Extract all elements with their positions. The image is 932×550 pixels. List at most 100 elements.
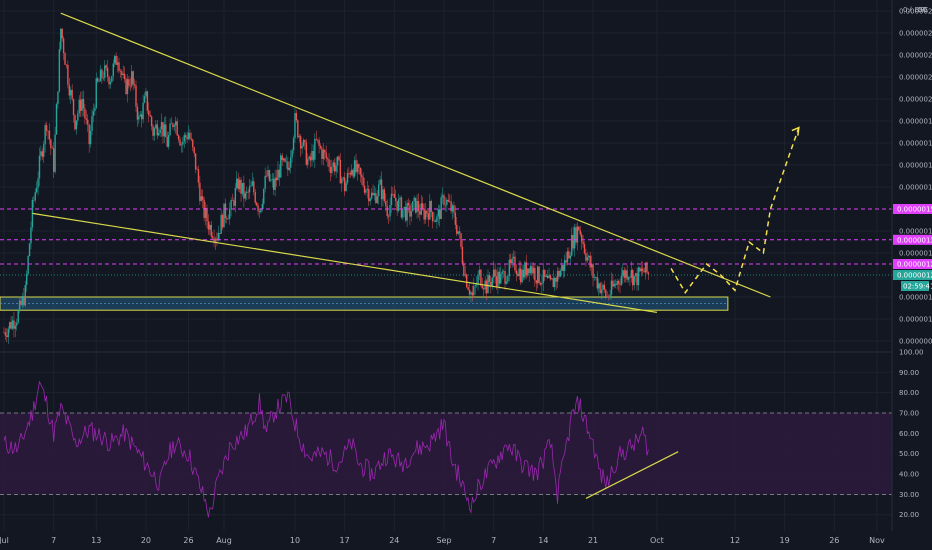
candle-body xyxy=(607,296,610,298)
candle-body xyxy=(630,269,633,278)
candle-body xyxy=(539,282,542,285)
price-tick-label: 0.00000220 xyxy=(899,52,932,60)
candle-body xyxy=(10,322,12,329)
candle-body xyxy=(508,259,510,277)
candle-body xyxy=(538,266,540,283)
candle-body xyxy=(153,128,156,136)
candle-body xyxy=(352,169,354,177)
candle-body xyxy=(248,186,251,193)
candle-body xyxy=(456,224,458,234)
trendlines xyxy=(32,12,771,313)
candle-body xyxy=(359,167,361,175)
candle-body xyxy=(589,255,591,268)
candle-body xyxy=(396,200,398,211)
candle-body xyxy=(429,200,431,220)
candle-body xyxy=(251,181,254,186)
candle-body xyxy=(430,200,432,212)
candle-body xyxy=(290,157,292,168)
candle-body xyxy=(131,71,133,86)
candle-body xyxy=(612,280,614,287)
candle-body xyxy=(240,179,242,194)
candle-body xyxy=(423,208,425,220)
time-tick-label: 7 xyxy=(491,536,496,545)
candle-body xyxy=(424,210,427,220)
candle-body xyxy=(494,269,496,277)
price-trendline xyxy=(60,12,771,298)
scale-label: 0.( BTC xyxy=(903,6,928,14)
candle-body xyxy=(55,103,58,135)
candle-body xyxy=(84,108,86,119)
candle-body xyxy=(268,170,271,181)
candle-body xyxy=(378,184,380,197)
candle-body xyxy=(281,155,283,161)
candle-body xyxy=(471,292,474,296)
candle-body xyxy=(495,276,498,287)
candle-body xyxy=(88,124,90,145)
candle-body xyxy=(280,155,282,178)
price-axis[interactable]: 0.00000240 0.00000230 0.00000220 0.00000210… xyxy=(899,8,932,520)
candle-body xyxy=(487,275,489,294)
candle-body xyxy=(644,262,647,273)
candle-body xyxy=(6,335,8,338)
candle-body xyxy=(189,132,191,139)
candle-body xyxy=(572,234,574,249)
price-candles xyxy=(3,28,650,344)
candle-body xyxy=(343,177,346,192)
time-tick-label: 14 xyxy=(538,536,548,545)
scale-header: 0.( BTC 50 xyxy=(903,6,928,14)
candle-body xyxy=(549,275,552,280)
candle-body xyxy=(292,138,295,151)
candle-body xyxy=(592,264,594,278)
candle-body xyxy=(633,275,635,286)
candle-body xyxy=(206,208,208,222)
candle-body xyxy=(390,193,393,206)
candle-body xyxy=(295,113,298,121)
time-axis[interactable]: Jul 7 13 20 26 Aug 10 17 24 Sep 7 14 21 Oct 12 19 26 Nov xyxy=(0,536,885,545)
candle-body xyxy=(329,166,332,173)
candle-body xyxy=(446,199,448,205)
candle-body xyxy=(458,231,461,234)
candle-body xyxy=(525,262,528,276)
candle-body xyxy=(448,201,451,202)
time-tick-label: 24 xyxy=(389,536,399,545)
candle-body xyxy=(439,209,441,220)
candle-body xyxy=(598,283,600,289)
candle-body xyxy=(108,76,110,85)
support-zone xyxy=(0,296,729,311)
candle-body xyxy=(544,269,546,277)
candle-body xyxy=(11,320,14,329)
candle-body xyxy=(478,269,481,276)
candle-body xyxy=(426,210,428,214)
candle-body xyxy=(167,135,170,147)
candle-body xyxy=(346,172,349,183)
candle-body xyxy=(468,289,471,295)
candle-body xyxy=(209,224,211,230)
candle-body xyxy=(400,197,403,218)
candle-body xyxy=(545,275,547,277)
candle-body xyxy=(121,71,123,75)
candle-body xyxy=(139,114,141,117)
candle-body xyxy=(617,281,620,284)
candle-body xyxy=(571,234,573,256)
candle-body xyxy=(518,268,520,277)
candle-body xyxy=(254,192,256,203)
candle-body xyxy=(419,211,421,215)
candle-body xyxy=(51,148,53,149)
candle-body xyxy=(193,147,195,154)
candle-body xyxy=(314,138,316,160)
candle-body xyxy=(210,224,212,237)
candle-body xyxy=(102,77,105,79)
candle-body xyxy=(315,138,317,140)
time-tick-label: Jul xyxy=(0,536,9,545)
candle-body xyxy=(14,325,17,329)
candle-body xyxy=(365,189,367,193)
candle-body xyxy=(620,275,623,285)
candle-body xyxy=(261,203,264,209)
rsi-tick-label: 60.00 xyxy=(899,430,919,438)
candle-body xyxy=(109,81,112,85)
candle-body xyxy=(515,270,518,274)
candle-body xyxy=(187,132,190,140)
rsi-panel xyxy=(0,380,892,518)
candle-body xyxy=(50,139,52,149)
